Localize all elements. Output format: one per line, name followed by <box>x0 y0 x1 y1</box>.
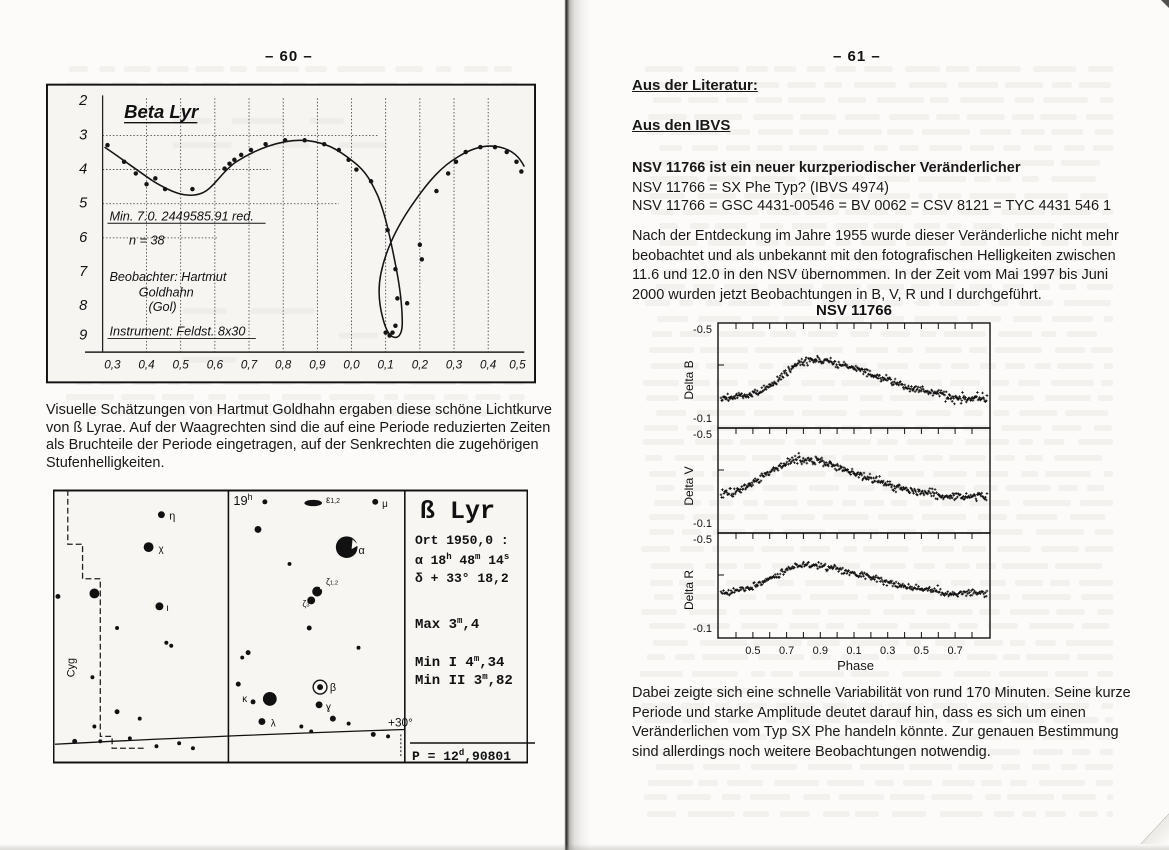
svg-text:0,9: 0,9 <box>309 359 326 372</box>
svg-text:0,5: 0,5 <box>509 359 526 372</box>
svg-text:Delta V: Delta V <box>682 466 696 505</box>
svg-text:ι: ι <box>166 603 168 614</box>
svg-text:Delta B: Delta B <box>682 360 696 399</box>
svg-text:(Gol): (Gol) <box>148 300 176 314</box>
svg-text:Min. 7.0. 2449585.91 red.: Min. 7.0. 2449585.91 red. <box>109 209 253 223</box>
svg-text:Cyg: Cyg <box>66 658 78 677</box>
svg-text:Goldhahn: Goldhahn <box>139 285 194 299</box>
svg-text:-0.5: -0.5 <box>693 534 712 546</box>
svg-text:0,8: 0,8 <box>275 359 292 372</box>
svg-text:β: β <box>330 682 336 694</box>
svg-text:0,3: 0,3 <box>446 359 463 372</box>
svg-text:0,6: 0,6 <box>207 359 224 372</box>
svg-text:2: 2 <box>78 93 87 109</box>
svg-text:-0.1: -0.1 <box>693 623 712 635</box>
svg-text:7: 7 <box>79 264 88 280</box>
svg-text:-0.1: -0.1 <box>693 413 712 425</box>
svg-text:0,1: 0,1 <box>378 359 394 372</box>
svg-text:0,2: 0,2 <box>412 359 429 372</box>
svg-text:Ort 1950,0 :: Ort 1950,0 : <box>415 533 509 548</box>
svg-text:NSV 11766: NSV 11766 <box>816 302 892 319</box>
svg-text:0.7: 0.7 <box>779 645 794 657</box>
svg-text:8: 8 <box>79 298 88 314</box>
svg-text:Instrument: Feldst. 8x30: Instrument: Feldst. 8x30 <box>109 325 245 339</box>
svg-text:δ + 33° 18,2: δ + 33° 18,2 <box>415 571 509 586</box>
svg-text:-0.5: -0.5 <box>693 429 712 441</box>
svg-text:0,3: 0,3 <box>104 359 121 372</box>
svg-text:0,5: 0,5 <box>173 359 190 372</box>
svg-text:3: 3 <box>79 127 87 143</box>
svg-text:κ: κ <box>242 694 247 705</box>
svg-text:4: 4 <box>79 161 87 177</box>
svg-text:-0.5: -0.5 <box>693 324 712 336</box>
svg-text:α 18h 48m 14s: α 18h 48m 14s <box>415 552 509 568</box>
svg-text:0,7: 0,7 <box>241 359 258 372</box>
svg-text:Max 3m,4: Max 3m,4 <box>415 616 479 633</box>
svg-text:0,4: 0,4 <box>138 359 155 372</box>
svg-text:6: 6 <box>79 230 88 246</box>
svg-text:0,0: 0,0 <box>343 359 360 372</box>
svg-text:Min II 3m,82: Min II 3m,82 <box>415 672 513 689</box>
svg-text:χ: χ <box>158 544 164 555</box>
svg-text:ß Lyr: ß Lyr <box>420 497 495 526</box>
svg-text:5: 5 <box>79 196 88 212</box>
svg-text:Min I 4m,34: Min I 4m,34 <box>415 654 504 671</box>
svg-text:-0.1: -0.1 <box>693 518 712 530</box>
svg-text:n = 38: n = 38 <box>129 234 165 248</box>
svg-text:0.5: 0.5 <box>745 645 760 657</box>
svg-text:α: α <box>358 545 364 557</box>
svg-text:ɣ: ɣ <box>326 702 331 713</box>
svg-text:λ: λ <box>271 719 276 730</box>
svg-text:Delta R: Delta R <box>682 570 696 610</box>
svg-text:0,4: 0,4 <box>480 359 497 372</box>
svg-text:P = 12d,90801: P = 12d,90801 <box>412 748 511 764</box>
svg-text:μ: μ <box>382 499 388 510</box>
svg-text:0.7: 0.7 <box>947 645 962 657</box>
svg-text:0.9: 0.9 <box>813 645 828 657</box>
svg-text:Beobachter: Hartmut: Beobachter: Hartmut <box>109 270 226 284</box>
svg-text:0.5: 0.5 <box>914 645 929 657</box>
svg-text:9: 9 <box>79 327 87 343</box>
svg-text:η: η <box>169 511 175 523</box>
svg-text:Beta Lyr: Beta Lyr <box>124 101 200 122</box>
